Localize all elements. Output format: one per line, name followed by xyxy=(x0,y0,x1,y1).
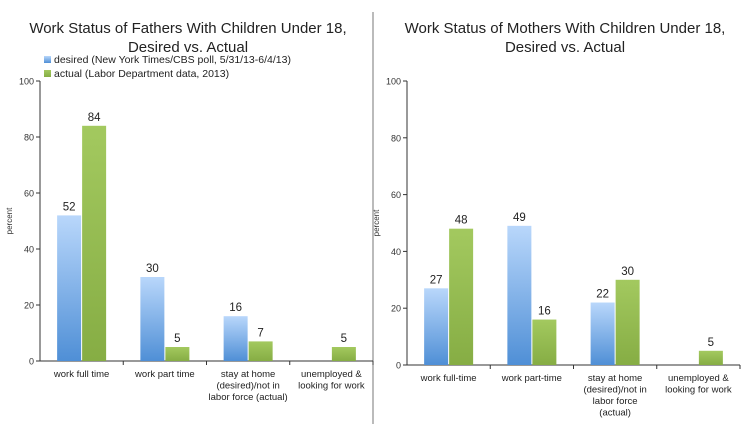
fathers-x-tick-label: unemployed & xyxy=(301,369,362,380)
mothers-data-label: 16 xyxy=(538,306,551,318)
mothers-y-tick-label: 20 xyxy=(391,304,401,314)
mothers-x-tick-label: labor force xyxy=(593,396,638,407)
fathers-bar-desired xyxy=(57,215,82,361)
mothers-y-tick-label: 60 xyxy=(391,190,401,200)
fathers-data-label: 5 xyxy=(341,333,347,345)
mothers-y-tick-label: 100 xyxy=(386,77,401,87)
fathers-x-tick-label: labor force (actual) xyxy=(209,392,288,403)
mothers-bar-actual xyxy=(532,319,557,365)
mothers-x-tick-label: looking for work xyxy=(665,385,732,396)
legend-label-desired: desired (New York Times/CBS poll, 5/31/1… xyxy=(54,54,291,66)
mothers-bar-desired xyxy=(507,225,532,365)
fathers-data-label: 52 xyxy=(63,201,76,213)
fathers-x-tick-label: work part time xyxy=(134,369,195,380)
mothers-data-label: 27 xyxy=(430,274,443,286)
fathers-y-tick-label: 100 xyxy=(19,77,34,87)
fathers-bar-actual xyxy=(82,125,107,361)
mothers-bar-actual xyxy=(449,228,474,365)
fathers-data-label: 5 xyxy=(174,333,180,345)
mothers-x-tick-label: (desired)/not in xyxy=(583,385,646,396)
mothers-x-tick-label: work part-time xyxy=(501,373,562,384)
mothers-y-axis-label: percent xyxy=(372,209,381,236)
mothers-data-label: 30 xyxy=(621,266,634,278)
fathers-data-label: 7 xyxy=(257,327,263,339)
mothers-y-tick-label: 0 xyxy=(396,361,401,371)
mothers-chart-title: Work Status of Mothers With Children Und… xyxy=(405,20,726,37)
fathers-data-label: 16 xyxy=(229,302,242,314)
fathers-chart-subtitle: Desired vs. Actual xyxy=(128,39,248,56)
fathers-bar-actual xyxy=(165,347,190,361)
fathers-x-tick-label: work full time xyxy=(53,369,109,380)
mothers-y-tick-label: 40 xyxy=(391,247,401,257)
fathers-data-label: 84 xyxy=(88,112,101,124)
mothers-data-label: 48 xyxy=(455,215,468,227)
fathers-x-tick-label: (desired)/not in xyxy=(216,381,279,392)
mothers-data-label: 5 xyxy=(708,337,714,349)
fathers-x-tick-label: stay at home xyxy=(221,369,275,380)
mothers-x-tick-label: stay at home xyxy=(588,373,642,384)
legend-swatch-actual xyxy=(44,70,51,77)
mothers-chart-subtitle: Desired vs. Actual xyxy=(505,39,625,56)
fathers-y-tick-label: 20 xyxy=(24,301,34,311)
mothers-data-label: 49 xyxy=(513,212,526,224)
legend-label-actual: actual (Labor Department data, 2013) xyxy=(54,68,229,80)
fathers-y-tick-label: 80 xyxy=(24,133,34,143)
mothers-x-tick-label: unemployed & xyxy=(668,373,729,384)
fathers-x-tick-label: looking for work xyxy=(298,381,365,392)
fathers-bar-desired xyxy=(223,316,248,361)
mothers-bar-actual xyxy=(615,279,640,365)
fathers-chart: 0 20 40 60 80 100 percent work full time 52 84 wor… xyxy=(5,77,374,403)
fathers-bar-actual xyxy=(248,341,273,361)
mothers-x-tick-label: work full-time xyxy=(420,373,477,384)
fathers-y-tick-label: 40 xyxy=(24,245,34,255)
mothers-bar-desired xyxy=(424,288,449,365)
mothers-chart: 0 20 40 60 80 100 percent work full-time 27 48 wor… xyxy=(372,77,741,419)
legend-swatch-desired xyxy=(44,56,51,63)
mothers-y-tick-label: 80 xyxy=(391,133,401,143)
fathers-bar-actual xyxy=(331,347,356,361)
fathers-bar-desired xyxy=(140,277,165,361)
mothers-bar-desired xyxy=(590,302,615,365)
fathers-y-tick-label: 0 xyxy=(29,357,34,367)
fathers-data-label: 30 xyxy=(146,263,159,275)
mothers-bar-actual xyxy=(698,350,723,365)
fathers-y-tick-label: 60 xyxy=(24,189,34,199)
fathers-chart-title: Work Status of Fathers With Children Und… xyxy=(29,20,346,37)
mothers-data-label: 22 xyxy=(596,289,609,301)
fathers-y-axis-label: percent xyxy=(5,207,14,234)
mothers-x-tick-label: (actual) xyxy=(599,408,631,419)
